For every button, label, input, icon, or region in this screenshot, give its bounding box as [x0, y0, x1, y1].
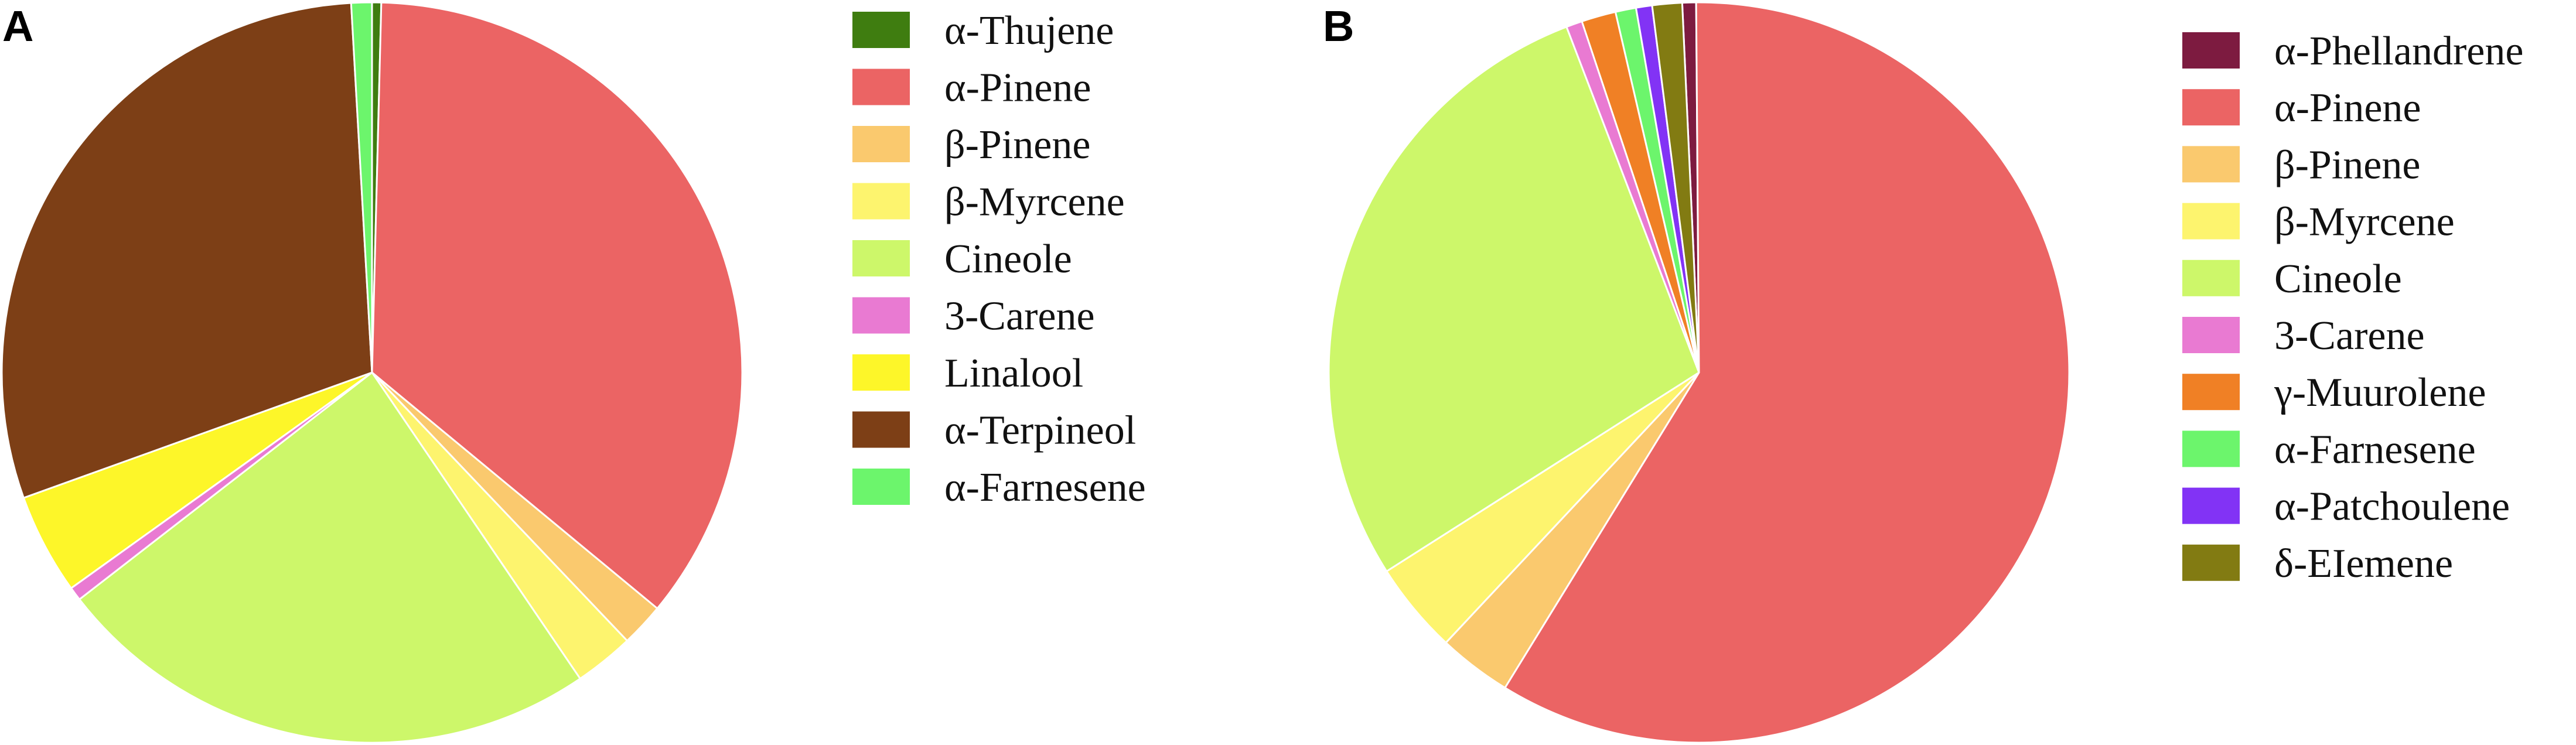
panel-a-legend-label-0: α-Thujene [944, 8, 1114, 53]
panel-b-legend-label-5: 3-Carene [2274, 313, 2425, 358]
panel-b-pie [1328, 1, 2070, 744]
panel-b-legend-swatch-6 [2182, 374, 2240, 411]
panel-a-label: A [2, 2, 33, 50]
panel-a-legend: α-Thujene α-Pinene β-Pinene β-Myrcene Cineol… [852, 8, 1146, 510]
panel-a-chart: A α-Thujene α-Pinene β-Pinene β-Myrcene Cine… [1, 1, 1146, 744]
panel-b-legend-label-7: α-Farnesene [2274, 427, 2476, 472]
panel-b-slice-4 [1328, 26, 1700, 572]
panel-b-legend-label-8: α-Patchoulene [2274, 484, 2510, 529]
panel-b-legend-swatch-5 [2182, 317, 2240, 353]
panel-a-legend-swatch-5 [852, 297, 910, 334]
panel-b-legend-swatch-7 [2182, 430, 2240, 467]
panel-a-legend-swatch-2 [852, 126, 910, 162]
panel-b-legend-label-4: Cineole [2274, 257, 2402, 302]
panel-a-legend-label-1: α-Pinene [944, 66, 1091, 111]
panel-a-legend-swatch-3 [852, 183, 910, 220]
panel-b-legend-label-6: γ-Muurolene [2274, 370, 2486, 415]
panel-a-legend-swatch-7 [852, 411, 910, 448]
panel-b-slice-9 [1651, 2, 1700, 374]
panel-b-legend-swatch-9 [2182, 544, 2240, 581]
panel-a-legend-swatch-0 [852, 12, 910, 48]
panel-a-legend-label-5: 3-Carene [944, 294, 1095, 339]
panel-b-legend-label-0: α-Phellandrene [2274, 29, 2523, 74]
panel-a-legend-label-6: Linalool [944, 351, 1083, 396]
panel-a-slice-1 [371, 1, 743, 610]
panel-b-label: B [1323, 2, 1354, 50]
panel-b-legend-swatch-4 [2182, 259, 2240, 296]
panel-b-legend-swatch-2 [2182, 146, 2240, 183]
panel-a-slice-4 [79, 371, 581, 744]
panel-a-slice-7 [1, 2, 373, 499]
panel-a-legend-label-8: α-Farnesene [944, 465, 1146, 510]
panel-a-slice-8 [350, 1, 373, 374]
panel-a-legend-label-7: α-Terpineol [944, 408, 1136, 453]
panel-b-legend-swatch-8 [2182, 487, 2240, 524]
panel-a-pie [1, 1, 743, 744]
panel-b-legend-label-9: δ-EIemene [2274, 541, 2453, 586]
panel-b-legend-swatch-1 [2182, 89, 2240, 126]
panel-b-legend-label-1: α-Pinene [2274, 86, 2421, 131]
panel-a-legend-swatch-1 [852, 69, 910, 105]
panel-a-legend-swatch-8 [852, 469, 910, 505]
panel-a-legend-swatch-4 [852, 240, 910, 276]
panel-a-legend-label-4: Cineole [944, 237, 1072, 282]
panel-b-legend: α-Phellandrene α-Pinene β-Pinene β-Myrcene C… [2182, 29, 2523, 586]
panel-b-chart: B α-Phellandrene α-Pinene β-Pinene β-Myrcen… [1323, 1, 2523, 744]
panel-b-legend-swatch-0 [2182, 32, 2240, 69]
panel-a-legend-swatch-6 [852, 354, 910, 391]
panel-b-legend-label-2: β-Pinene [2274, 142, 2420, 187]
panel-b-legend-label-3: β-Myrcene [2274, 200, 2455, 245]
panel-a-slice-6 [22, 371, 373, 589]
panel-b-legend-swatch-3 [2182, 203, 2240, 240]
panel-b-slice-1 [1504, 1, 2070, 744]
panel-a-legend-label-2: β-Pinene [944, 122, 1090, 168]
panel-a-legend-label-3: β-Myrcene [944, 180, 1125, 225]
